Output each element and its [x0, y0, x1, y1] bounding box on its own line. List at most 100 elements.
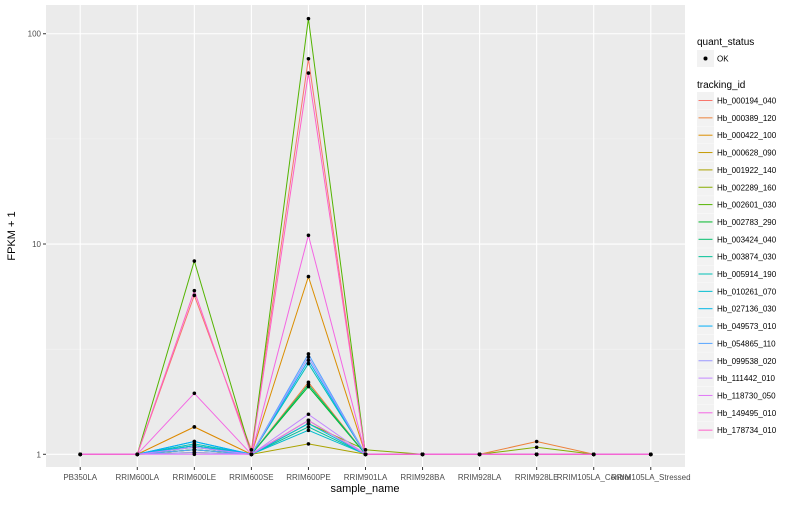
x-tick-label: RRIM105LA_Stressed	[611, 473, 691, 482]
legend-item: Hb_054865_110	[697, 334, 776, 352]
data-point	[192, 452, 197, 457]
data-point	[192, 425, 197, 429]
legend-item: Hb_002783_290	[697, 213, 777, 231]
data-points	[78, 16, 653, 457]
legend-item-label: Hb_002601_030	[717, 201, 777, 210]
data-point	[534, 452, 539, 457]
legend-quant-key: OK	[697, 50, 729, 67]
data-point	[78, 452, 83, 457]
data-point	[306, 352, 311, 356]
data-point	[363, 452, 368, 457]
legend-item: Hb_002289_160	[697, 178, 777, 196]
x-tick-label: RRIM928LE	[515, 473, 559, 482]
legend-item: Hb_001922_140	[697, 161, 777, 179]
x-tick-label: RRIM105LA_Control	[557, 473, 631, 482]
legend: quant_status OK tracking_id Hb_000194_04…	[697, 37, 777, 439]
legend-item-label: Hb_099538_020	[717, 357, 777, 366]
legend-item: Hb_005914_190	[697, 265, 777, 283]
data-point	[306, 428, 311, 433]
data-point	[306, 274, 311, 279]
data-point	[306, 412, 311, 417]
x-axis-title: sample_name	[330, 483, 399, 495]
data-point	[192, 391, 197, 396]
legend-item: Hb_027136_030	[697, 300, 777, 318]
y-axis-title: FPKM + 1	[6, 211, 18, 260]
legend-item: Hb_000628_090	[697, 144, 777, 162]
legend-item-label: Hb_000422_100	[717, 131, 777, 140]
data-point	[363, 448, 368, 452]
legend-item: Hb_003424_040	[697, 230, 777, 248]
legend-item: Hb_002601_030	[697, 196, 777, 214]
legend-quant-label: OK	[717, 55, 729, 64]
legend-item: Hb_010261_070	[697, 282, 777, 300]
data-point	[420, 452, 425, 457]
legend-item-label: Hb_002289_160	[717, 183, 777, 192]
legend-item: Hb_111442_010	[697, 369, 776, 387]
y-tick-label: 10	[32, 240, 41, 249]
legend-item-label: Hb_054865_110	[717, 339, 776, 348]
data-point	[306, 71, 311, 75]
x-tick-label: RRIM901LA	[344, 473, 388, 482]
x-axis: PB350LA RRIM600LA RRIM600LE RRIM600SE RRIM60…	[63, 467, 691, 482]
legend-item-label: Hb_027136_030	[717, 305, 777, 314]
data-point	[306, 233, 311, 238]
legend-item: Hb_178734_010	[697, 421, 777, 439]
legend-item: Hb_000389_120	[697, 109, 777, 127]
x-tick-label: RRIM600LE	[173, 473, 217, 482]
data-point	[192, 288, 197, 293]
data-point	[534, 439, 539, 444]
y-tick-label: 100	[28, 30, 42, 39]
data-point	[192, 293, 197, 298]
data-point	[306, 418, 311, 423]
data-point	[306, 425, 311, 429]
data-point	[192, 259, 197, 263]
legend-item-label: Hb_000389_120	[717, 114, 777, 123]
legend-item-label: Hb_005914_190	[717, 270, 777, 279]
data-point	[249, 452, 254, 457]
data-point	[192, 448, 197, 452]
y-tick-label: 1	[37, 450, 42, 459]
legend-item-label: Hb_010261_070	[717, 287, 777, 296]
data-point	[648, 452, 653, 457]
legend-item-label: Hb_049573_010	[717, 322, 777, 331]
legend-quant-point	[703, 56, 708, 61]
legend-item-label: Hb_149495_010	[717, 409, 777, 418]
data-point	[534, 445, 539, 450]
legend-item-label: Hb_000628_090	[717, 149, 777, 158]
legend-tracking-items: Hb_000194_040 Hb_000389_120 Hb_000422_100 H…	[697, 92, 777, 439]
x-tick-label: RRIM600PE	[286, 473, 330, 482]
y-axis: 1 10 100	[28, 30, 46, 459]
data-point	[306, 16, 311, 21]
legend-item-label: Hb_003424_040	[717, 235, 777, 244]
data-point	[249, 448, 254, 452]
legend-tracking-title: tracking_id	[697, 80, 745, 91]
x-tick-label: RRIM600LA	[115, 473, 159, 482]
x-tick-label: PB350LA	[63, 473, 97, 482]
legend-item: Hb_149495_010	[697, 404, 777, 422]
legend-item: Hb_099538_020	[697, 352, 777, 370]
legend-item-label: Hb_002783_290	[717, 218, 777, 227]
legend-item-label: Hb_001922_140	[717, 166, 777, 175]
data-point	[192, 445, 197, 450]
data-point	[477, 452, 482, 457]
legend-item-label: Hb_000194_040	[717, 97, 777, 106]
x-tick-label: RRIM600SE	[229, 473, 273, 482]
x-tick-label: RRIM928BA	[400, 473, 445, 482]
data-point	[591, 452, 596, 457]
data-point	[306, 361, 311, 366]
legend-item-label: Hb_178734_010	[717, 426, 777, 435]
data-point	[135, 452, 140, 457]
data-point	[192, 439, 197, 444]
data-point	[306, 358, 311, 363]
legend-item: Hb_000194_040	[697, 92, 777, 109]
legend-item-label: Hb_118730_050	[717, 391, 776, 400]
legend-item-label: Hb_003874_030	[717, 253, 777, 262]
x-tick-label: RRIM928LA	[458, 473, 502, 482]
legend-quant-title: quant_status	[697, 37, 754, 48]
data-point	[306, 57, 311, 61]
data-point	[306, 382, 311, 387]
legend-item: Hb_118730_050	[697, 386, 776, 404]
data-point	[306, 442, 311, 446]
